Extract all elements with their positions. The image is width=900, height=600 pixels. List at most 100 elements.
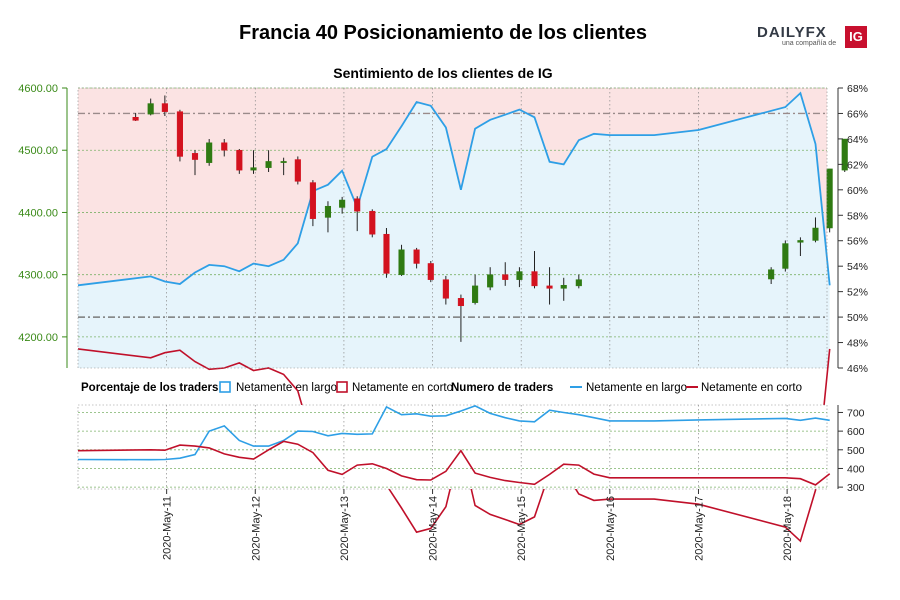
date-tick-label: 2020-May-17 xyxy=(693,496,705,561)
candle-body xyxy=(265,161,272,168)
candle xyxy=(236,148,243,174)
pct-tick-label: 50% xyxy=(847,312,868,324)
candle-body xyxy=(768,269,775,280)
candle-body xyxy=(427,263,434,280)
date-tick-label: 2020-May-16 xyxy=(605,496,617,561)
dailyfx-logo: DAILYFX una compañía de IG xyxy=(757,24,869,50)
traders-tick-label: 700 xyxy=(847,407,865,419)
candle xyxy=(369,209,376,238)
candle xyxy=(531,251,538,289)
price-tick-label: 4400.00 xyxy=(18,207,58,219)
brand-wordmark: DAILYFX xyxy=(757,24,827,41)
candle-body xyxy=(531,271,538,287)
candle-body xyxy=(782,243,789,269)
candle-body xyxy=(191,153,199,160)
candle xyxy=(841,138,848,172)
chart-title: Francia 40 Posicionamiento de los client… xyxy=(239,22,647,44)
date-tick-label: 2020-May-12 xyxy=(250,496,262,561)
candle xyxy=(575,274,582,289)
candle xyxy=(487,267,494,291)
date-tick-label: 2020-May-15 xyxy=(516,496,528,561)
candle xyxy=(472,274,479,305)
legend-pct-short-label: Netamente en corto xyxy=(352,382,453,394)
candle xyxy=(427,260,434,283)
candle xyxy=(457,294,464,342)
candle xyxy=(147,98,154,116)
candle-body xyxy=(546,285,553,289)
candle-body xyxy=(250,167,257,171)
candle xyxy=(812,217,819,243)
candle-body xyxy=(221,142,228,151)
pct-tick-label: 56% xyxy=(847,236,868,248)
sentiment-panel xyxy=(77,87,848,543)
legend-num-long-label: Netamente en largo xyxy=(586,382,687,394)
candle xyxy=(191,150,199,176)
traders-long-line xyxy=(77,405,830,461)
candle-body xyxy=(309,182,316,219)
candle-body xyxy=(176,111,183,157)
sentiment-frame xyxy=(77,87,828,369)
candle-body xyxy=(339,199,346,208)
candle xyxy=(383,228,390,278)
pct-tick-label: 64% xyxy=(847,134,868,146)
candle-body xyxy=(472,285,479,303)
candle xyxy=(826,168,833,233)
price-tick-label: 4200.00 xyxy=(18,332,58,344)
candle xyxy=(309,180,316,227)
price-tick-label: 4300.00 xyxy=(18,270,58,282)
pct-tick-label: 48% xyxy=(847,338,868,350)
legend-pct-title: Porcentaje de los traders xyxy=(81,382,218,394)
pct-tick-label: 46% xyxy=(847,363,868,375)
candle-body xyxy=(132,116,139,121)
pct-tick-label: 60% xyxy=(847,185,868,197)
legend-pct-long-swatch xyxy=(219,381,231,393)
pct-tick-label: 68% xyxy=(847,83,868,95)
candle xyxy=(339,196,346,214)
candle-body xyxy=(841,138,848,171)
traders-frame xyxy=(77,404,828,490)
candle-body xyxy=(442,279,449,299)
candle xyxy=(324,201,332,233)
candle-body xyxy=(324,205,332,218)
candle xyxy=(442,275,449,305)
candle xyxy=(354,196,361,232)
short-pct-line xyxy=(77,348,831,543)
legend-num-title: Numero de traders xyxy=(451,382,553,394)
traders-tick-label: 600 xyxy=(847,426,865,438)
candle xyxy=(294,156,301,185)
candle xyxy=(782,240,789,272)
long-pct-line xyxy=(77,91,831,287)
legend-num-short-label: Netamente en corto xyxy=(701,382,802,394)
pct-tick-label: 62% xyxy=(847,159,868,171)
ig-badge: IG xyxy=(845,26,867,48)
pct-tick-label: 54% xyxy=(847,261,868,273)
candle xyxy=(221,139,228,157)
traders-panel xyxy=(77,404,831,490)
candle xyxy=(206,139,213,166)
candle xyxy=(161,95,168,116)
brand-subtitle: una compañía de xyxy=(782,40,837,47)
candle xyxy=(768,267,775,284)
pct-tick-label: 58% xyxy=(847,210,868,222)
date-tick-label: 2020-May-11 xyxy=(162,496,174,560)
candle xyxy=(560,277,567,301)
candle-body xyxy=(502,274,509,280)
candle-body xyxy=(147,103,154,115)
candle-body xyxy=(398,249,405,275)
long-pct-area xyxy=(78,93,830,368)
date-tick-label: 2020-May-14 xyxy=(428,496,440,561)
candle-body xyxy=(383,233,390,274)
candle xyxy=(797,237,804,256)
candle-body xyxy=(354,198,361,212)
candle xyxy=(546,267,553,305)
candle xyxy=(502,262,509,286)
candle xyxy=(398,244,405,276)
candle-body xyxy=(280,161,287,163)
traders-tick-label: 500 xyxy=(847,445,865,457)
price-tick-label: 4500.00 xyxy=(18,145,58,157)
candle xyxy=(280,157,287,176)
pct-tick-label: 66% xyxy=(847,108,868,120)
traders-tick-label: 400 xyxy=(847,463,865,475)
legend-pct-long-label: Netamente en largo xyxy=(236,382,337,394)
